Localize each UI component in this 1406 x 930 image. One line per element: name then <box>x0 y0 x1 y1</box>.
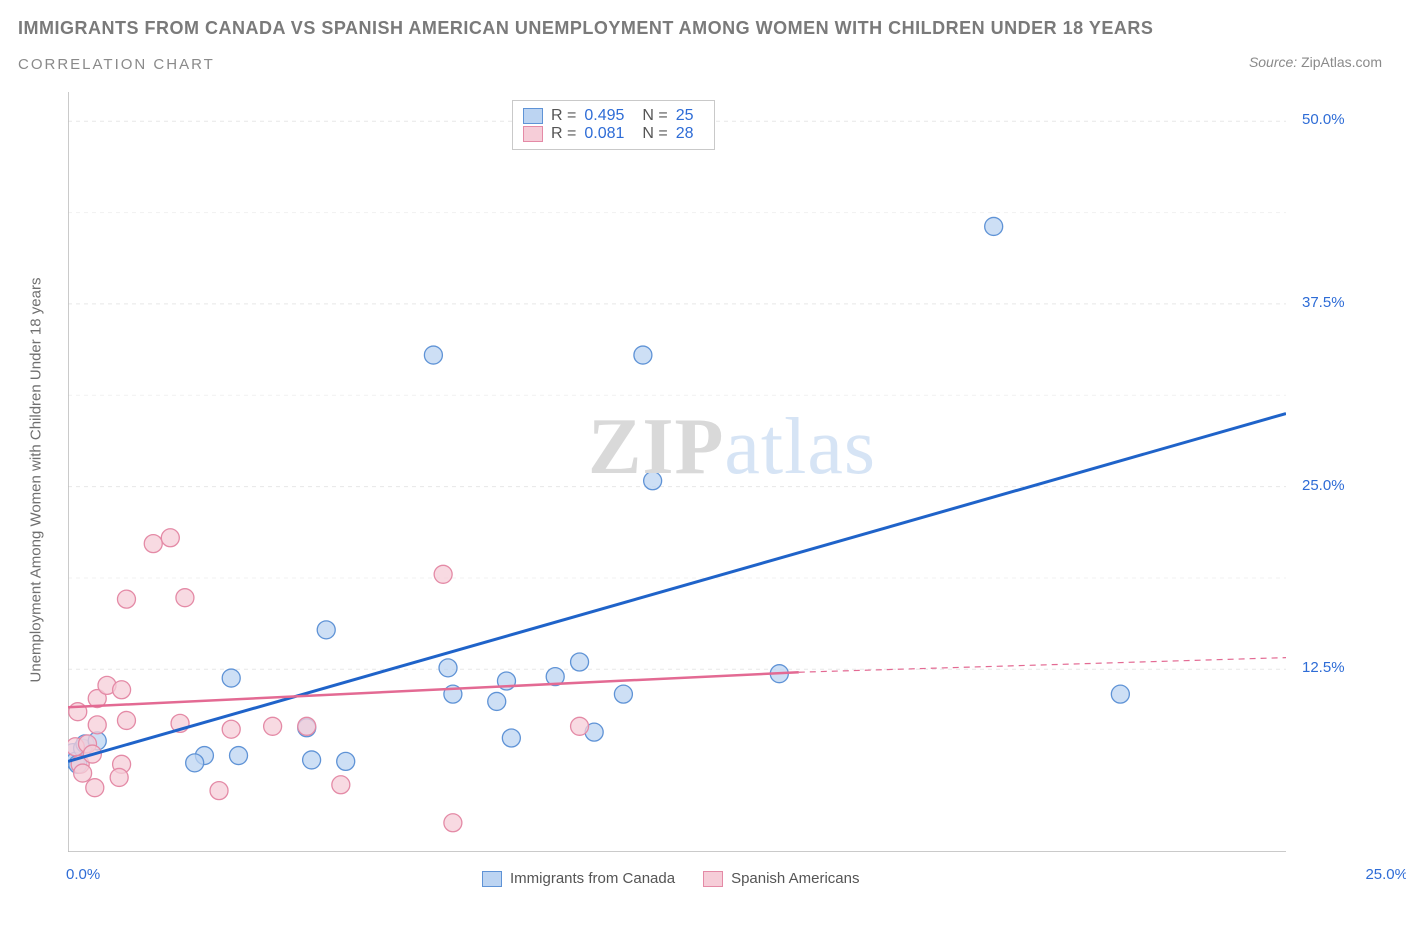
legend-n-value: 25 <box>676 107 694 125</box>
chart-area: ZIPatlas R =0.495N =25R =0.081N =28 Immi… <box>68 92 1388 892</box>
legend-swatch <box>703 871 723 887</box>
legend-item-label: Immigrants from Canada <box>510 870 675 887</box>
legend-item-label: Spanish Americans <box>731 870 859 887</box>
legend-swatch <box>482 871 502 887</box>
y-axis-label: Unemployment Among Women with Children U… <box>28 278 45 683</box>
legend-n-label: N = <box>642 125 667 143</box>
series-legend: Immigrants from Canada Spanish Americans <box>482 870 859 887</box>
legend-swatch <box>523 108 543 124</box>
y-tick-label: 37.5% <box>1302 294 1345 311</box>
x-tick-label: 25.0% <box>1365 866 1406 883</box>
scatter-chart <box>68 92 1286 852</box>
y-tick-label: 50.0% <box>1302 111 1345 128</box>
y-tick-label: 25.0% <box>1302 477 1345 494</box>
legend-swatch <box>523 126 543 142</box>
y-tick-label: 12.5% <box>1302 659 1345 676</box>
chart-subtitle: CORRELATION CHART <box>18 56 215 73</box>
legend-row: R = 0.081 N = 28 <box>523 125 704 143</box>
legend-r-label: R = <box>551 107 576 125</box>
legend-item: Immigrants from Canada <box>482 870 675 887</box>
legend-n-value: 28 <box>676 125 694 143</box>
source-value: ZipAtlas.com <box>1301 54 1382 70</box>
legend-r-value: 0.081 <box>584 125 624 143</box>
legend-row: R = 0.495 N = 25 <box>523 107 704 125</box>
x-tick-label: 0.0% <box>66 866 100 883</box>
chart-source: Source: ZipAtlas.com <box>1249 54 1382 70</box>
legend-r-value: 0.495 <box>584 107 624 125</box>
chart-title: IMMIGRANTS FROM CANADA VS SPANISH AMERIC… <box>18 18 1153 39</box>
legend-r-label: R = <box>551 125 576 143</box>
legend-item: Spanish Americans <box>703 870 859 887</box>
legend-n-label: N = <box>642 107 667 125</box>
source-label: Source: <box>1249 54 1297 70</box>
correlation-legend: R = 0.495 N = 25 R = 0.081 N = 28 <box>512 100 715 150</box>
